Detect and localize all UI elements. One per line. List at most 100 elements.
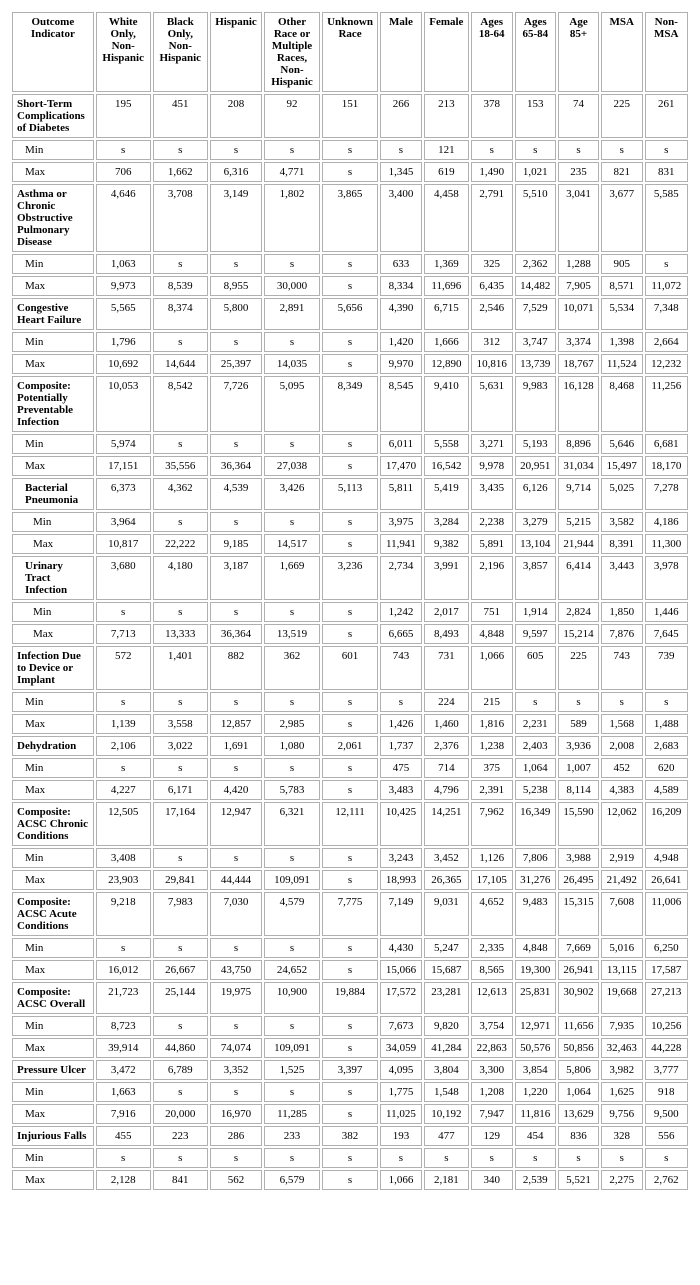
cell-value: s [153, 848, 208, 868]
cell-value: 20,951 [515, 456, 557, 476]
cell-value: 26,941 [558, 960, 599, 980]
cell-value: 605 [515, 646, 557, 690]
table-row: Dehydration2,1063,0221,6911,0802,0611,73… [12, 736, 688, 756]
cell-value: 5,656 [322, 298, 378, 330]
cell-value: 29,841 [153, 870, 208, 890]
cell-value: 3,236 [322, 556, 378, 600]
cell-value: 4,646 [96, 184, 151, 252]
cell-value: 3,149 [210, 184, 262, 252]
cell-value: 21,492 [601, 870, 643, 890]
cell-value: 13,104 [515, 534, 557, 554]
row-label: Min [12, 254, 94, 274]
cell-value: 10,692 [96, 354, 151, 374]
row-label: Congestive Heart Failure [12, 298, 94, 330]
table-row: Min1,796ssss1,4201,6663123,7473,3741,398… [12, 332, 688, 352]
cell-value: 836 [558, 1126, 599, 1146]
cell-value: 3,582 [601, 512, 643, 532]
table-row: Min3,408ssss3,2433,4521,1267,8063,9882,9… [12, 848, 688, 868]
cell-value: 153 [515, 94, 557, 138]
cell-value: 8,542 [153, 376, 208, 432]
cell-value: 19,975 [210, 982, 262, 1014]
cell-value: s [210, 332, 262, 352]
cell-value: 1,369 [424, 254, 469, 274]
cell-value: s [322, 602, 378, 622]
cell-value: s [515, 692, 557, 712]
cell-value: 452 [601, 758, 643, 778]
cell-value: 74 [558, 94, 599, 138]
cell-value: 31,034 [558, 456, 599, 476]
cell-value: 6,126 [515, 478, 557, 510]
cell-value: 10,256 [645, 1016, 688, 1036]
cell-value: 286 [210, 1126, 262, 1146]
cell-value: 3,747 [515, 332, 557, 352]
cell-value: 1,063 [96, 254, 151, 274]
cell-value: 1,426 [380, 714, 422, 734]
cell-value: 213 [424, 94, 469, 138]
cell-value: 1,669 [264, 556, 320, 600]
cell-value: 10,900 [264, 982, 320, 1014]
cell-value: s [515, 140, 557, 160]
cell-value: 9,970 [380, 354, 422, 374]
cell-value: 10,053 [96, 376, 151, 432]
cell-value: 44,444 [210, 870, 262, 890]
cell-value: 31,276 [515, 870, 557, 890]
cell-value: 13,115 [601, 960, 643, 980]
cell-value: 27,038 [264, 456, 320, 476]
cell-value: s [601, 1148, 643, 1168]
row-label: Max [12, 870, 94, 890]
cell-value: 6,435 [471, 276, 513, 296]
cell-value: 1,796 [96, 332, 151, 352]
cell-value: 5,558 [424, 434, 469, 454]
cell-value: s [153, 434, 208, 454]
column-header: Ages 65-84 [515, 12, 557, 92]
cell-value: s [471, 1148, 513, 1168]
cell-value: 1,802 [264, 184, 320, 252]
cell-value: 19,668 [601, 982, 643, 1014]
table-row: Composite: ACSC Overall21,72325,14419,97… [12, 982, 688, 1014]
cell-value: 43,750 [210, 960, 262, 980]
cell-value: 2,335 [471, 938, 513, 958]
cell-value: 6,316 [210, 162, 262, 182]
cell-value: 41,284 [424, 1038, 469, 1058]
cell-value: 7,645 [645, 624, 688, 644]
cell-value: s [601, 692, 643, 712]
cell-value: 5,811 [380, 478, 422, 510]
cell-value: 375 [471, 758, 513, 778]
cell-value: s [558, 140, 599, 160]
cell-value: 195 [96, 94, 151, 138]
cell-value: s [153, 140, 208, 160]
cell-value: 821 [601, 162, 643, 182]
cell-value: 1,208 [471, 1082, 513, 1102]
row-label: Injurious Falls [12, 1126, 94, 1146]
cell-value: 1,662 [153, 162, 208, 182]
cell-value: 266 [380, 94, 422, 138]
cell-value: 5,534 [601, 298, 643, 330]
cell-value: 743 [601, 646, 643, 690]
cell-value: 1,490 [471, 162, 513, 182]
row-label: Pressure Ulcer [12, 1060, 94, 1080]
cell-value: 3,435 [471, 478, 513, 510]
cell-value: s [322, 162, 378, 182]
table-row: Congestive Heart Failure5,5658,3745,8002… [12, 298, 688, 330]
cell-value: s [322, 624, 378, 644]
cell-value: 1,568 [601, 714, 643, 734]
cell-value: 3,991 [424, 556, 469, 600]
cell-value: 3,982 [601, 1060, 643, 1080]
cell-value: 1,220 [515, 1082, 557, 1102]
cell-value: s [380, 1148, 422, 1168]
cell-value: s [210, 602, 262, 622]
cell-value: 7,916 [96, 1104, 151, 1124]
cell-value: 8,468 [601, 376, 643, 432]
cell-value: 18,170 [645, 456, 688, 476]
cell-value: s [264, 938, 320, 958]
cell-value: 3,374 [558, 332, 599, 352]
cell-value: s [153, 938, 208, 958]
cell-value: s [322, 512, 378, 532]
cell-value: 2,734 [380, 556, 422, 600]
cell-value: 44,860 [153, 1038, 208, 1058]
cell-value: 11,006 [645, 892, 688, 936]
table-row: Max7,71313,33336,36413,519s6,6658,4934,8… [12, 624, 688, 644]
cell-value: 9,756 [601, 1104, 643, 1124]
cell-value: 6,665 [380, 624, 422, 644]
cell-value: 7,529 [515, 298, 557, 330]
